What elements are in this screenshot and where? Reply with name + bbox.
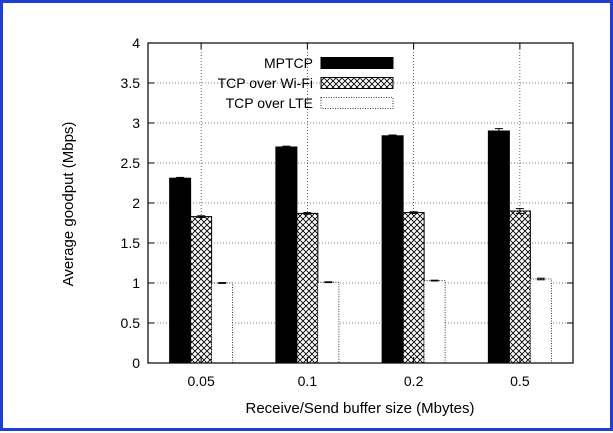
bar-tcp-over-wi-fi — [402, 212, 425, 364]
bar-tcp-over-lte — [423, 280, 446, 364]
y-tick-label: 3 — [132, 115, 140, 131]
legend: MPTCP TCP over Wi-Fi TCP over LTE — [218, 55, 394, 111]
legend-label: MPTCP — [264, 55, 313, 71]
y-tick-label: 0.5 — [121, 315, 141, 331]
goodput-bar-chart: 0 0.5 1 1.5 2 2.5 3 3.5 4 0.05 0.1 0.2 0.5 MPTCP TCP … — [60, 35, 574, 417]
bars — [169, 128, 552, 364]
y-tick-label: 3.5 — [121, 75, 141, 91]
bar-mptcp — [487, 130, 510, 364]
bar-tcp-over-lte — [317, 281, 340, 364]
x-tick-label: 0.05 — [188, 373, 215, 389]
bar-tcp-over-lte — [529, 278, 552, 364]
axes: 0 0.5 1 1.5 2 2.5 3 3.5 4 0.05 0.1 0.2 0.5 — [121, 35, 574, 389]
y-tick-label: 2 — [132, 195, 140, 211]
x-tick-label: 0.1 — [298, 373, 318, 389]
bar-tcp-over-lte — [211, 282, 234, 364]
bar-mptcp — [169, 177, 192, 364]
y-tick-label: 2.5 — [121, 155, 141, 171]
legend-label: TCP over Wi-Fi — [218, 75, 313, 91]
bar-tcp-over-wi-fi — [296, 212, 319, 364]
legend-label: TCP over LTE — [226, 95, 313, 111]
y-tick-label: 1.5 — [121, 235, 141, 251]
bar-mptcp — [275, 146, 298, 364]
y-tick-label: 1 — [132, 275, 140, 291]
y-axis-label: Average goodput (Mbps) — [60, 122, 77, 287]
bar-mptcp — [381, 135, 404, 364]
bar-tcp-over-wi-fi — [190, 216, 213, 364]
legend-swatch — [320, 77, 394, 89]
plot-border — [147, 42, 574, 364]
x-axis-label: Receive/Send buffer size (Mbytes) — [246, 400, 475, 417]
x-tick-label: 0.5 — [510, 373, 530, 389]
x-tick-label: 0.2 — [404, 373, 424, 389]
y-tick-label: 0 — [132, 355, 140, 371]
bar-tcp-over-wi-fi — [508, 210, 531, 364]
legend-swatch — [320, 97, 394, 109]
legend-swatch — [320, 57, 394, 69]
y-tick-label: 4 — [132, 35, 140, 51]
